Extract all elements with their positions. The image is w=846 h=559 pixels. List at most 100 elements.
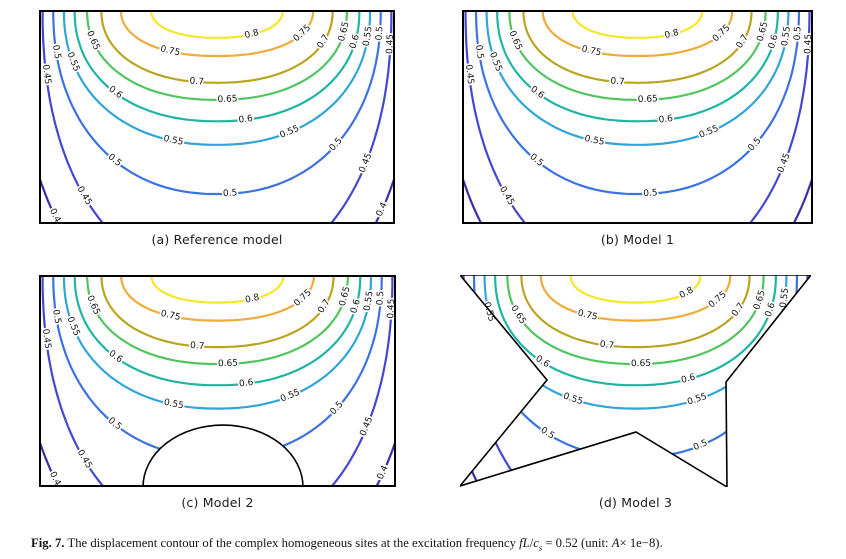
- contour-label-0.5: 0.5: [643, 188, 658, 199]
- contour-line-0.45: [41, 10, 393, 224]
- panel-border: [460, 275, 811, 487]
- caption-tail: × 1e−8).: [619, 536, 663, 550]
- contour-label-0.45: 0.45: [358, 152, 375, 174]
- contour-label-0.65: 0.65: [84, 294, 101, 316]
- contour-label-0.45: 0.45: [803, 34, 813, 55]
- contour-label-0.8: 0.8: [244, 28, 260, 41]
- contour-label-0.7: 0.7: [190, 341, 205, 352]
- contour-line-0.8: [150, 275, 285, 304]
- contour-label-0.5: 0.5: [539, 425, 556, 441]
- contour-panel-model-2: 0.45 0.5 0.55 0.65 0.6 0.75 0.7 0.8 0.65 0.6 0.55 0…: [39, 275, 396, 487]
- contour-label-0.5: 0.5: [50, 44, 62, 60]
- contour-label-0.4: 0.4: [47, 207, 62, 224]
- contour-label-0.6: 0.6: [239, 378, 255, 390]
- contour-line-0.45: [464, 10, 811, 224]
- contour-line-0.75: [120, 275, 315, 322]
- math-c: c: [533, 536, 539, 550]
- contour-line-0.7: [100, 275, 335, 349]
- contour-label-0.55: 0.55: [65, 315, 82, 337]
- contour-line-0.8: [569, 275, 702, 304]
- contour-label-0.8: 0.8: [678, 285, 696, 301]
- contour-label-0.55: 0.55: [163, 134, 185, 148]
- contour-label-0.5: 0.5: [793, 26, 804, 41]
- contour-line-0.7: [520, 275, 751, 349]
- contour-line-0.75: [539, 275, 732, 322]
- contour-line-0.8: [150, 10, 284, 39]
- contour-label-0.7: 0.7: [189, 76, 204, 87]
- contour-line-0.55: [485, 10, 790, 146]
- contour-line-0.6: [494, 275, 777, 387]
- contour-label-0.5: 0.5: [375, 26, 386, 41]
- contour-label-0.6: 0.6: [238, 114, 254, 126]
- contour-line-0.75: [541, 10, 734, 58]
- contour-label-0.8: 0.8: [244, 293, 260, 306]
- contour-label-0.45: 0.45: [776, 152, 793, 174]
- contour-label-0.45: 0.45: [385, 34, 395, 55]
- panel-border: [39, 10, 395, 224]
- contour-label-0.45: 0.45: [40, 64, 52, 85]
- figure-caption-body: The displacement contour of the complex …: [67, 536, 516, 550]
- contour-line-0.7: [522, 10, 753, 84]
- panel-border: [462, 10, 813, 224]
- contour-label-0.5: 0.5: [375, 291, 386, 306]
- math-L: L: [522, 536, 530, 550]
- caption-equals: = 0.52 (unit:: [545, 536, 612, 550]
- contour-label-0.55: 0.55: [779, 287, 792, 308]
- contour-label-0.55: 0.55: [780, 26, 793, 47]
- math-f: f: [519, 536, 523, 550]
- contour-label-0.55: 0.55: [279, 388, 301, 405]
- contour-label-0.65: 0.65: [631, 359, 651, 369]
- contour-label-0.75: 0.75: [160, 309, 182, 323]
- contour-label-0.7: 0.7: [599, 340, 614, 352]
- contour-label-0.5: 0.5: [692, 438, 709, 453]
- panel-caption-b: (b) Model 1: [600, 232, 675, 247]
- contour-label-0.4: 0.4: [376, 464, 391, 481]
- math-A: A: [611, 536, 620, 550]
- contour-label-0.75: 0.75: [577, 308, 599, 322]
- contour-label-0.7: 0.7: [610, 76, 625, 87]
- panel-caption-a: (a) Reference model: [151, 232, 283, 247]
- contour-label-0.55: 0.55: [487, 51, 504, 73]
- contour-line-0.55: [62, 275, 373, 410]
- contour-line-0.65: [86, 275, 349, 366]
- contour-line-0.6: [73, 10, 361, 123]
- contour-label-0.45: 0.45: [386, 298, 396, 319]
- contour-line-0.6: [73, 275, 362, 387]
- contour-panel-reference-model: 0.45 0.5 0.55 0.65 0.6 0.75 0.7 0.8 0.65 0.6 0.55 0…: [39, 10, 395, 224]
- contour-label-0.4: 0.4: [47, 470, 62, 487]
- contour-label-0.4: 0.4: [375, 201, 390, 218]
- contour-plot-a: 0.450.5 0.550.650.60.750.70.80.650.60.550…: [39, 10, 395, 224]
- contour-label-0.45: 0.45: [463, 64, 475, 85]
- contour-panel-model-3: 0.55 0.65 0.6 0.75 0.7 0.8 0.65 0.6 0.55 0.55 0.5 0…: [460, 275, 811, 487]
- contour-label-0.6: 0.6: [348, 33, 362, 50]
- contour-label-0.55: 0.55: [163, 398, 185, 412]
- contour-plot-d: 0.55 0.650.60.750.70.80.650.60.55 0.550.50…: [460, 275, 811, 487]
- contour-label-0.6: 0.6: [764, 301, 778, 318]
- contour-line-0.75: [119, 10, 315, 58]
- contour-line-0.65: [86, 10, 348, 102]
- contour-label-0.6: 0.6: [658, 114, 674, 126]
- contour-label-0.75: 0.75: [580, 44, 602, 58]
- figure-caption: Fig. 7. The displacement contour of the …: [31, 536, 831, 553]
- contour-label-0.5: 0.5: [223, 188, 238, 199]
- math-slash: /: [529, 536, 534, 550]
- contour-line-0.6: [496, 10, 779, 123]
- panel-caption-c: (c) Model 2: [181, 495, 254, 510]
- contour-label-0.8: 0.8: [664, 28, 680, 41]
- contour-label-0.45: 0.45: [359, 415, 376, 437]
- tunnel-arc-boundary: [142, 424, 304, 487]
- contour-label-0.75: 0.75: [292, 23, 313, 44]
- contour-label-0.55: 0.55: [278, 124, 300, 141]
- contour-plot-c: 0.450.5 0.550.650.60.750.70.80.650.60.550…: [39, 275, 396, 487]
- contour-line-0.5: [474, 10, 801, 196]
- contour-label-0.6: 0.6: [349, 298, 363, 315]
- contour-label-0.65: 0.65: [506, 29, 523, 51]
- contour-label-0.45: 0.45: [75, 185, 94, 207]
- contour-label-0.55: 0.55: [362, 26, 375, 47]
- contour-label-0.65: 0.65: [638, 94, 658, 105]
- contour-line-0.55: [483, 275, 788, 410]
- contour-label-0.65: 0.65: [337, 21, 352, 43]
- contour-label-0.75: 0.75: [711, 23, 732, 44]
- panel-caption-d: (d) Model 3: [598, 495, 673, 510]
- contour-label-0.55: 0.55: [584, 134, 606, 148]
